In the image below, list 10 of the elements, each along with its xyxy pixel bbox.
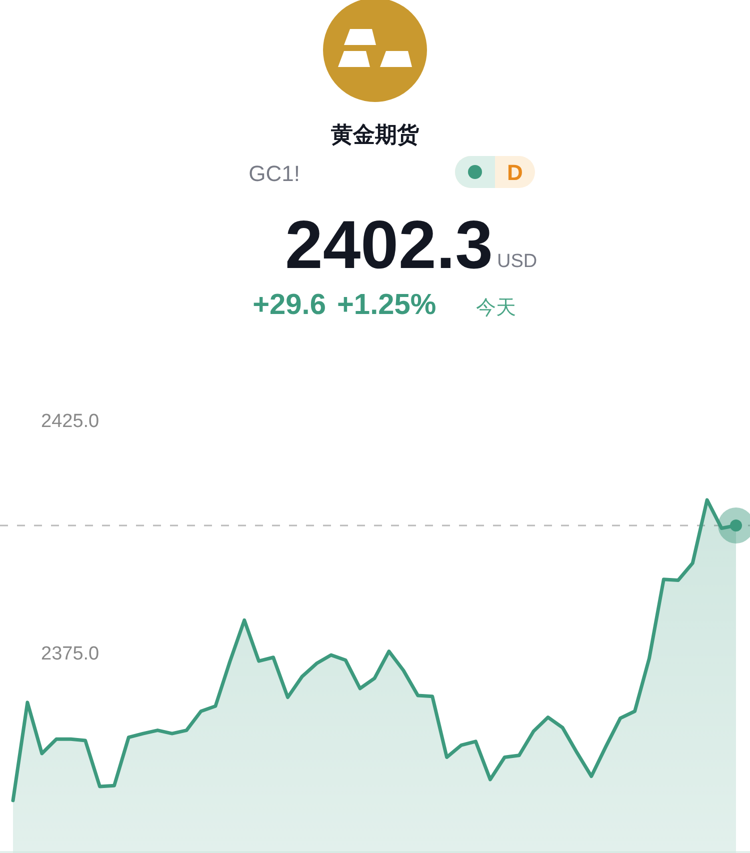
y-tick-label: 2375.0 <box>41 643 100 664</box>
text: +1.25% <box>337 289 436 321</box>
text: USD <box>497 251 538 272</box>
text: +29.6 <box>252 289 326 321</box>
y-tick-label: 2425.0 <box>41 411 100 432</box>
text: 2402.3 <box>285 207 493 283</box>
chart-title: 黄金期货 <box>330 122 419 147</box>
text: D <box>507 160 523 185</box>
text: 今天 <box>476 297 516 319</box>
text: GC1! <box>248 161 300 186</box>
